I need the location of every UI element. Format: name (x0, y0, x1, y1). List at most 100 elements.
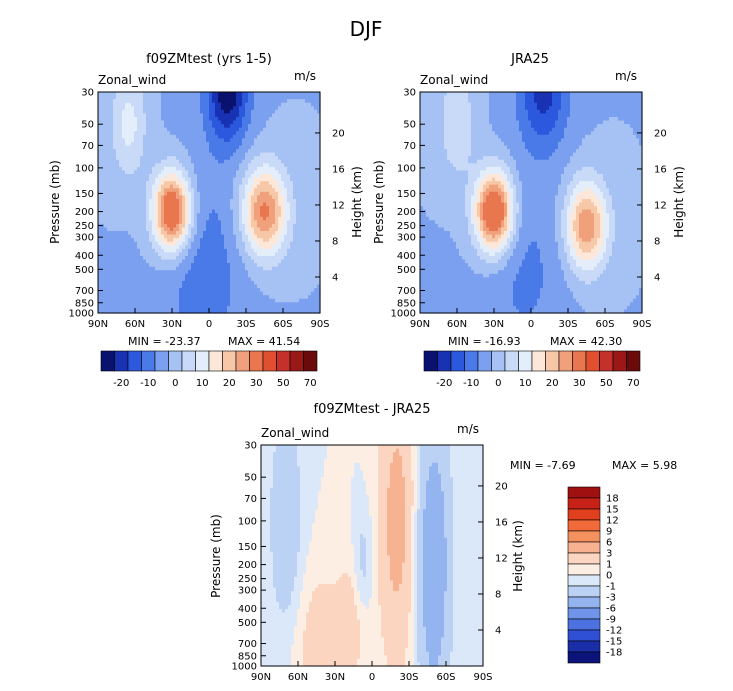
contour-cell (119, 238, 123, 243)
contour-cell (239, 152, 243, 157)
contour-cell (143, 124, 147, 129)
contour-cell (170, 95, 174, 100)
contour-cell (426, 213, 430, 218)
contour-cell (299, 181, 303, 186)
contour-cell (137, 181, 141, 186)
contour-cell (218, 259, 222, 264)
contour-cell (230, 202, 234, 207)
contour-cell (254, 106, 258, 111)
contour-cell (215, 141, 219, 147)
contour-cell (116, 159, 120, 164)
contour-cell (305, 216, 309, 221)
contour-cell (155, 234, 159, 239)
contour-cell (98, 302, 102, 307)
contour-cell (155, 141, 159, 147)
contour-cell (311, 124, 315, 129)
contour-cell (167, 216, 171, 221)
contour-cell (236, 124, 240, 129)
contour-cell (269, 259, 273, 264)
contour-cell (104, 92, 108, 97)
contour-cell (161, 124, 165, 129)
contour-cell (314, 280, 318, 286)
contour-cell (317, 163, 321, 168)
contour-cell (278, 245, 282, 250)
contour-cell (275, 277, 279, 282)
contour-cell (257, 284, 261, 289)
contour-cell (152, 255, 156, 261)
contour-cell (176, 255, 180, 261)
contour-cell (170, 184, 174, 189)
contour-cell (113, 245, 117, 250)
contour-cell (236, 149, 240, 154)
contour-cell (155, 149, 159, 154)
contour-cell (245, 102, 249, 107)
contour-cell (275, 170, 279, 175)
contour-cell (200, 113, 204, 118)
contour-cell (281, 170, 285, 175)
contour-cell (236, 99, 240, 104)
contour-cell (173, 277, 177, 282)
contour-cell (423, 270, 427, 275)
contour-cell (287, 209, 291, 214)
contour-cell (176, 163, 180, 168)
contour-cell (317, 295, 321, 300)
contour-cell (269, 291, 273, 296)
contour-cell (420, 202, 424, 207)
contour-cell (209, 141, 213, 147)
contour-cell (257, 152, 261, 157)
contour-cell (263, 124, 267, 129)
contour-cell (317, 92, 321, 97)
contour-cell (242, 120, 246, 125)
contour-cell (263, 127, 267, 132)
contour-cell (134, 152, 138, 157)
contour-cell (185, 231, 189, 236)
contour-cell (107, 141, 111, 147)
contour-cell (245, 149, 249, 154)
contour-cell (257, 188, 261, 193)
contour-cell (429, 277, 433, 282)
contour-cell (278, 288, 282, 293)
contour-cell (143, 241, 147, 246)
units-label: m/s (615, 69, 637, 83)
contour-cell (185, 216, 189, 221)
contour-cell (98, 270, 102, 275)
contour-cell (311, 141, 315, 147)
contour-cell (182, 288, 186, 293)
contour-cell (107, 206, 111, 211)
contour-cell (137, 113, 141, 118)
contour-cell (248, 270, 252, 275)
contour-cell (203, 305, 207, 311)
contour-cell (260, 99, 264, 104)
contour-cell (101, 145, 105, 150)
contour-cell (278, 255, 282, 261)
contour-cell (429, 134, 433, 139)
contour-cell (185, 263, 189, 268)
contour-cell (254, 191, 258, 196)
contour-cell (299, 109, 303, 114)
contour-cell (134, 113, 138, 118)
contour-cell (113, 284, 117, 289)
axes: 90N 60N 30N 0 30S 60S 90S305070100150200250300… (69, 88, 345, 331)
contour-cell (290, 216, 294, 221)
contour-cell (197, 238, 201, 243)
contour-cell (248, 163, 252, 168)
contour-cell (197, 159, 201, 164)
contour-cell (116, 152, 120, 157)
contour-cell (197, 216, 201, 221)
contour-cell (194, 255, 198, 261)
contour-cell (311, 102, 315, 107)
contour-cell (176, 209, 180, 214)
contour-cell (275, 241, 279, 246)
contour-cell (203, 302, 207, 307)
contour-cell (137, 156, 141, 161)
contour-cell (113, 124, 117, 129)
contour-cell (137, 238, 141, 243)
contour-cell (119, 248, 123, 253)
contour-cell (107, 238, 111, 243)
contour-cell (420, 241, 424, 246)
contour-cell (233, 202, 237, 207)
contour-cell (98, 231, 102, 236)
contour-cell (284, 116, 288, 122)
contour-cell (176, 259, 180, 264)
contour-cell (146, 191, 150, 196)
